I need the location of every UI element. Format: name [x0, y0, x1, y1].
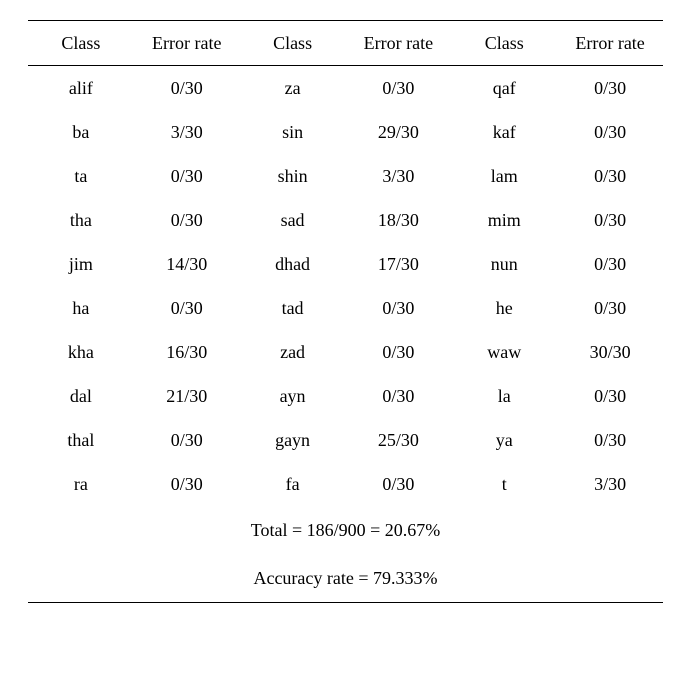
col-header-class-2: Class [240, 21, 346, 66]
cell-class: shin [240, 154, 346, 198]
cell-error-rate: 30/30 [557, 330, 663, 374]
table-footer: Total = 186/900 = 20.67% Accuracy rate =… [28, 506, 663, 603]
cell-class: sad [240, 198, 346, 242]
cell-class: ra [28, 462, 134, 506]
table-row: thal 0/30 gayn 25/30 ya 0/30 [28, 418, 663, 462]
cell-error-rate: 0/30 [134, 286, 240, 330]
cell-error-rate: 0/30 [557, 66, 663, 111]
col-header-class-1: Class [28, 21, 134, 66]
cell-error-rate: 3/30 [134, 110, 240, 154]
cell-class: ba [28, 110, 134, 154]
cell-class: ayn [240, 374, 346, 418]
table-header-row: Class Error rate Class Error rate Class … [28, 21, 663, 66]
cell-error-rate: 0/30 [345, 462, 451, 506]
cell-class: lam [451, 154, 557, 198]
cell-class: fa [240, 462, 346, 506]
error-rate-table: Class Error rate Class Error rate Class … [28, 20, 663, 603]
table-row: ra 0/30 fa 0/30 t 3/30 [28, 462, 663, 506]
cell-error-rate: 0/30 [134, 66, 240, 111]
cell-class: zad [240, 330, 346, 374]
table-row: ba 3/30 sin 29/30 kaf 0/30 [28, 110, 663, 154]
cell-class: sin [240, 110, 346, 154]
table-row: tha 0/30 sad 18/30 mim 0/30 [28, 198, 663, 242]
cell-error-rate: 21/30 [134, 374, 240, 418]
cell-error-rate: 0/30 [345, 330, 451, 374]
cell-error-rate: 0/30 [557, 418, 663, 462]
cell-error-rate: 29/30 [345, 110, 451, 154]
cell-error-rate: 3/30 [345, 154, 451, 198]
cell-error-rate: 0/30 [134, 154, 240, 198]
cell-class: t [451, 462, 557, 506]
summary-accuracy: Accuracy rate = 79.333% [28, 554, 663, 603]
cell-error-rate: 0/30 [345, 66, 451, 111]
cell-error-rate: 0/30 [557, 286, 663, 330]
cell-class: kaf [451, 110, 557, 154]
cell-error-rate: 0/30 [557, 242, 663, 286]
cell-error-rate: 18/30 [345, 198, 451, 242]
table-row: jim 14/30 dhad 17/30 nun 0/30 [28, 242, 663, 286]
cell-class: la [451, 374, 557, 418]
summary-total: Total = 186/900 = 20.67% [28, 506, 663, 554]
cell-error-rate: 25/30 [345, 418, 451, 462]
cell-error-rate: 0/30 [345, 374, 451, 418]
summary-accuracy-row: Accuracy rate = 79.333% [28, 554, 663, 603]
table-header: Class Error rate Class Error rate Class … [28, 21, 663, 66]
table-row: alif 0/30 za 0/30 qaf 0/30 [28, 66, 663, 111]
col-header-error-rate-3: Error rate [557, 21, 663, 66]
cell-error-rate: 16/30 [134, 330, 240, 374]
col-header-error-rate-1: Error rate [134, 21, 240, 66]
cell-class: dhad [240, 242, 346, 286]
cell-class: jim [28, 242, 134, 286]
cell-class: dal [28, 374, 134, 418]
table-body: alif 0/30 za 0/30 qaf 0/30 ba 3/30 sin 2… [28, 66, 663, 507]
col-header-error-rate-2: Error rate [345, 21, 451, 66]
cell-class: za [240, 66, 346, 111]
cell-class: thal [28, 418, 134, 462]
table-row: kha 16/30 zad 0/30 waw 30/30 [28, 330, 663, 374]
cell-class: nun [451, 242, 557, 286]
col-header-class-3: Class [451, 21, 557, 66]
cell-error-rate: 3/30 [557, 462, 663, 506]
cell-class: mim [451, 198, 557, 242]
table-row: ta 0/30 shin 3/30 lam 0/30 [28, 154, 663, 198]
cell-class: ya [451, 418, 557, 462]
cell-error-rate: 14/30 [134, 242, 240, 286]
cell-error-rate: 17/30 [345, 242, 451, 286]
cell-class: tha [28, 198, 134, 242]
cell-error-rate: 0/30 [557, 110, 663, 154]
error-rate-table-container: Class Error rate Class Error rate Class … [0, 0, 691, 627]
cell-class: he [451, 286, 557, 330]
cell-class: tad [240, 286, 346, 330]
cell-error-rate: 0/30 [557, 374, 663, 418]
cell-class: ta [28, 154, 134, 198]
cell-error-rate: 0/30 [345, 286, 451, 330]
cell-class: qaf [451, 66, 557, 111]
cell-class: ha [28, 286, 134, 330]
cell-error-rate: 0/30 [557, 198, 663, 242]
cell-error-rate: 0/30 [134, 418, 240, 462]
cell-class: alif [28, 66, 134, 111]
summary-total-row: Total = 186/900 = 20.67% [28, 506, 663, 554]
table-row: dal 21/30 ayn 0/30 la 0/30 [28, 374, 663, 418]
cell-class: kha [28, 330, 134, 374]
cell-class: waw [451, 330, 557, 374]
cell-error-rate: 0/30 [134, 462, 240, 506]
table-row: ha 0/30 tad 0/30 he 0/30 [28, 286, 663, 330]
cell-class: gayn [240, 418, 346, 462]
cell-error-rate: 0/30 [557, 154, 663, 198]
cell-error-rate: 0/30 [134, 198, 240, 242]
